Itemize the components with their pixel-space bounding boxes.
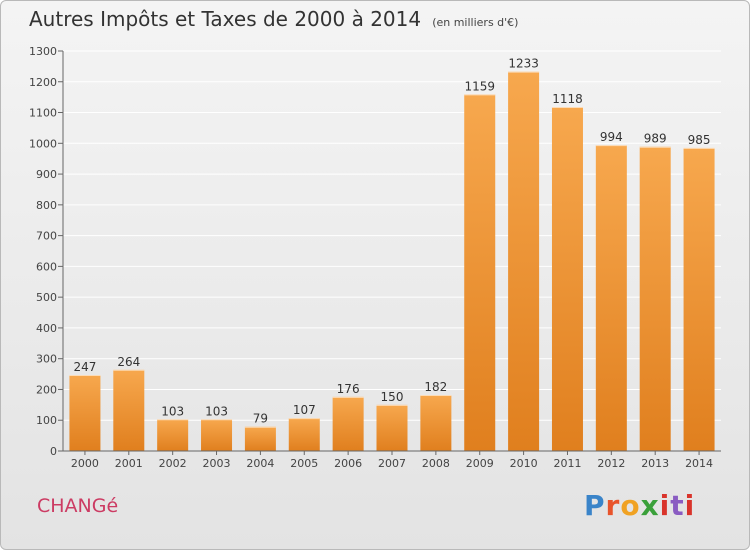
data-label: 985	[688, 133, 711, 147]
bar	[683, 147, 715, 451]
proxiti-logo[interactable]: Proxiti	[584, 489, 695, 522]
x-tick-label: 2011	[553, 457, 581, 470]
logo-letter: i	[659, 489, 671, 522]
bar	[508, 71, 540, 451]
x-tick-label: 2005	[290, 457, 318, 470]
x-tick-label: 2013	[641, 457, 669, 470]
x-tick-label: 2014	[685, 457, 713, 470]
logo-letter: r	[605, 489, 621, 522]
y-tick-label: 1000	[29, 137, 57, 150]
data-label: 1118	[552, 92, 583, 106]
x-tick-label: 2008	[422, 457, 450, 470]
data-label: 1233	[508, 57, 539, 71]
y-tick-label: 700	[36, 230, 57, 243]
x-tick-label: 2000	[71, 457, 99, 470]
y-tick-label: 500	[36, 291, 57, 304]
bar	[639, 146, 671, 451]
bar	[157, 419, 189, 451]
chart-subtitle: (en milliers d'€)	[432, 16, 519, 29]
data-label: 107	[293, 403, 316, 417]
y-tick-label: 200	[36, 383, 57, 396]
bar	[69, 375, 101, 451]
y-tick-label: 0	[50, 445, 57, 458]
data-label: 989	[644, 132, 667, 146]
data-label: 247	[73, 360, 96, 374]
data-label: 176	[337, 382, 360, 396]
x-tick-label: 2007	[378, 457, 406, 470]
bar	[332, 396, 364, 451]
y-tick-label: 100	[36, 414, 57, 427]
logo-letter: o	[620, 489, 641, 522]
data-label: 79	[253, 412, 268, 426]
bar	[201, 419, 233, 451]
data-label: 994	[600, 130, 623, 144]
x-tick-label: 2003	[203, 457, 231, 470]
axes: 0 100 200 300 400 500 600 700 800 900 1000 1100 1200…	[29, 45, 721, 470]
bar	[551, 107, 583, 451]
data-label: 150	[381, 390, 404, 404]
x-tick-label: 2001	[115, 457, 143, 470]
data-label: 103	[205, 404, 228, 418]
logo-letter: i	[684, 489, 696, 522]
x-tick-label: 2009	[466, 457, 494, 470]
x-tick-label: 2004	[246, 457, 274, 470]
y-tick-label: 900	[36, 168, 57, 181]
x-tick-label: 2010	[510, 457, 538, 470]
data-label: 103	[161, 404, 184, 418]
value-labels: 247 264 103 103 79 107 176 150 182 1159 1233 1118 99…	[73, 57, 710, 426]
y-tick-label: 1100	[29, 107, 57, 120]
logo-letter: P	[584, 489, 606, 522]
bar	[113, 369, 145, 451]
logo-letter: t	[670, 489, 685, 522]
y-tick-label: 400	[36, 322, 57, 335]
data-label: 182	[424, 380, 447, 394]
y-tick-label: 1300	[29, 45, 57, 58]
logo-letter: x	[640, 489, 660, 522]
bar	[244, 426, 276, 451]
x-tick-label: 2012	[597, 457, 625, 470]
data-label: 264	[117, 355, 140, 369]
bar	[464, 94, 496, 451]
y-tick-label: 600	[36, 260, 57, 273]
bars	[69, 71, 715, 451]
x-tick-label: 2002	[159, 457, 187, 470]
data-label: 1159	[464, 79, 495, 93]
y-tick-label: 800	[36, 199, 57, 212]
chart-title: Autres Impôts et Taxes de 2000 à 2014	[29, 7, 422, 31]
bar	[595, 145, 627, 451]
commune-name: CHANGé	[37, 495, 119, 517]
bar	[420, 395, 452, 451]
title-row: Autres Impôts et Taxes de 2000 à 2014 (e…	[29, 7, 518, 31]
bar	[376, 404, 408, 451]
x-tick-label: 2006	[334, 457, 362, 470]
y-tick-label: 300	[36, 353, 57, 366]
bar	[288, 418, 320, 451]
y-tick-label: 1200	[29, 76, 57, 89]
